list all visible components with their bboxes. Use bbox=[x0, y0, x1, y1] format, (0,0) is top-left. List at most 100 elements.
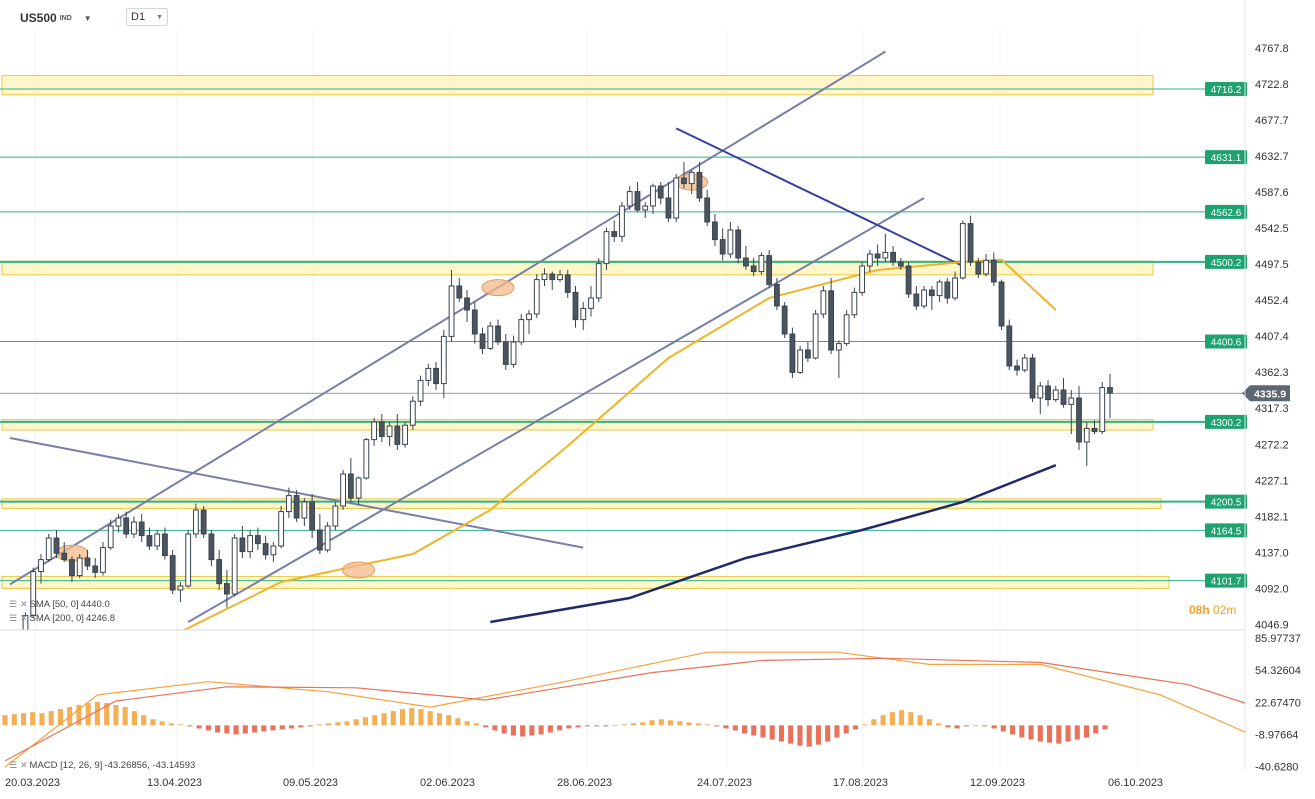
candle-up bbox=[38, 559, 44, 573]
macd-bar bbox=[751, 725, 757, 736]
candle-up bbox=[363, 439, 370, 479]
candle-down bbox=[316, 529, 323, 551]
candle-down bbox=[200, 509, 207, 535]
price-tick-label: 4497.5 bbox=[1255, 259, 1289, 271]
sma200-line bbox=[490, 464, 1057, 624]
macd-bar bbox=[584, 725, 590, 727]
symbol-type: IND bbox=[59, 14, 72, 22]
macd-bar bbox=[30, 712, 36, 726]
sma50-legend[interactable]: ☰ ✕ SMA [50, 0] 4440.0 bbox=[8, 599, 110, 610]
menu-icon[interactable]: ☰ bbox=[8, 613, 18, 623]
candle-down bbox=[774, 283, 780, 307]
macd-bar bbox=[325, 723, 332, 726]
candle-down bbox=[1091, 427, 1098, 433]
close-icon[interactable]: ✕ bbox=[20, 599, 28, 609]
candle-up bbox=[177, 585, 184, 591]
macd-bar bbox=[926, 719, 932, 726]
macd-bar bbox=[1074, 725, 1080, 740]
candle-down bbox=[828, 290, 835, 351]
candle-down bbox=[169, 555, 176, 591]
macd-bar bbox=[815, 725, 821, 745]
candle-up bbox=[921, 289, 927, 307]
menu-icon[interactable]: ☰ bbox=[8, 760, 18, 770]
macd-label: MACD [12, 26, 9] bbox=[29, 760, 103, 771]
price-tick-label: 4452.4 bbox=[1255, 295, 1289, 307]
macd-bar bbox=[769, 725, 775, 740]
macd-bar bbox=[2, 715, 8, 726]
symbol-selector[interactable]: US500 IND ▼ bbox=[20, 8, 92, 28]
candle-down bbox=[712, 221, 718, 241]
macd-bar bbox=[1046, 725, 1053, 743]
candle-up bbox=[1021, 357, 1028, 371]
macd-tick-label: 22.67470 bbox=[1255, 697, 1301, 709]
price-tick-label: 4092.0 bbox=[1255, 583, 1289, 595]
macd-bar bbox=[353, 719, 359, 726]
zone bbox=[1, 575, 1170, 589]
candle-down bbox=[735, 229, 742, 259]
candle-down bbox=[975, 261, 982, 275]
macd-bar bbox=[418, 709, 424, 726]
close-icon[interactable]: ✕ bbox=[20, 760, 28, 770]
macd-bar bbox=[196, 725, 202, 729]
macd-bar bbox=[880, 715, 886, 726]
chevron-down-icon[interactable]: ▼ bbox=[83, 13, 92, 23]
candle-up bbox=[425, 367, 432, 381]
timeframe-selector[interactable]: D1 ▼ bbox=[126, 8, 168, 26]
candle-up bbox=[107, 525, 114, 549]
candle-down bbox=[967, 223, 974, 263]
candle-down bbox=[564, 274, 571, 293]
macd-bar bbox=[122, 707, 128, 726]
candle-down bbox=[681, 177, 687, 185]
candle-down bbox=[456, 285, 463, 299]
macd-bar bbox=[178, 724, 184, 726]
macd-bar bbox=[557, 725, 563, 731]
date-tick-label: 17.08.2023 bbox=[833, 777, 888, 789]
candle-down bbox=[665, 197, 672, 219]
macd-bar bbox=[316, 724, 322, 726]
candle-down bbox=[944, 281, 951, 299]
candle-down bbox=[8, 660, 13, 662]
candle-down bbox=[1076, 397, 1082, 443]
candle-down bbox=[696, 171, 703, 199]
candle-up bbox=[541, 273, 548, 281]
macd-bar bbox=[621, 724, 627, 726]
macd-bar bbox=[224, 725, 230, 734]
macd-legend[interactable]: ☰ ✕ MACD [12, 26, 9] -43.26856, -43.1459… bbox=[8, 760, 195, 771]
candle-up bbox=[45, 537, 52, 561]
candle-down bbox=[905, 265, 912, 295]
candle-down bbox=[262, 543, 269, 556]
candle-up bbox=[588, 297, 594, 309]
candle-down bbox=[913, 293, 920, 307]
price-tick-label: 4227.1 bbox=[1255, 475, 1289, 487]
macd-bar bbox=[307, 725, 313, 727]
menu-icon[interactable]: ☰ bbox=[8, 599, 18, 609]
sma200-legend[interactable]: ☰ ✕ SMA [200, 0] 4246.8 bbox=[8, 613, 115, 624]
candle-down bbox=[549, 273, 556, 281]
level-badge-label: 4164.5 bbox=[1211, 526, 1242, 537]
price-tick-label: 4182.1 bbox=[1255, 511, 1289, 523]
chevron-down-icon[interactable]: ▼ bbox=[156, 13, 163, 21]
macd-bar bbox=[48, 711, 54, 726]
macd-bar bbox=[612, 725, 618, 727]
candle-up bbox=[1052, 389, 1059, 401]
macd-bar bbox=[1093, 725, 1099, 734]
macd-bar bbox=[85, 703, 91, 726]
candle-up bbox=[301, 501, 308, 519]
macd-bar bbox=[483, 725, 489, 728]
date-tick-label: 20.03.2023 bbox=[5, 777, 60, 789]
candle-down bbox=[789, 333, 796, 373]
candle-up bbox=[1083, 427, 1090, 443]
close-icon[interactable]: ✕ bbox=[20, 613, 28, 623]
candle-down bbox=[394, 425, 401, 445]
candle-up bbox=[642, 205, 649, 211]
macd-bar bbox=[566, 725, 572, 729]
countdown-minutes: 02m bbox=[1213, 603, 1237, 617]
macd-bar bbox=[242, 725, 248, 734]
candle-up bbox=[76, 557, 83, 577]
macd-bar bbox=[843, 725, 849, 734]
macd-bar bbox=[547, 725, 553, 733]
price-tick-label: 4407.4 bbox=[1255, 331, 1289, 343]
candle-up bbox=[270, 545, 277, 556]
candle-down bbox=[464, 297, 470, 311]
